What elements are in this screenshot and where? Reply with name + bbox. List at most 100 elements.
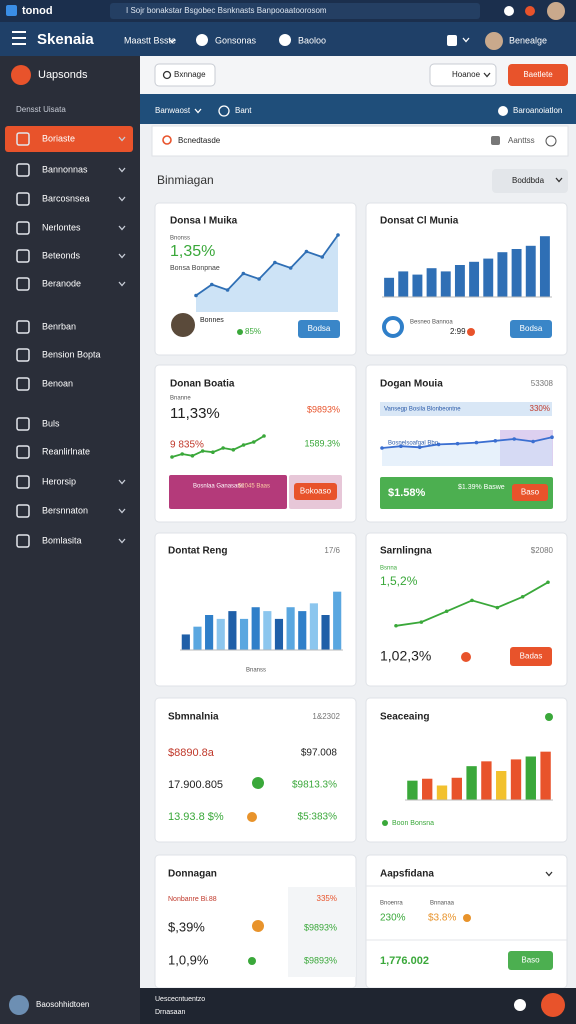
url-box — [110, 3, 480, 19]
row-value: $8890.8a — [168, 747, 215, 759]
sidebar-item[interactable]: Barcosnsea — [42, 193, 90, 203]
status-dot — [467, 328, 475, 336]
filter-button[interactable] — [429, 63, 497, 87]
panel-label: $1.39% Baswe — [458, 484, 505, 491]
strip-icon — [218, 105, 230, 117]
sidebar-item[interactable]: Herorsip — [42, 476, 76, 486]
button-label[interactable]: Badas — [520, 652, 543, 661]
card-meta: 1&2302 — [312, 712, 340, 721]
card-label: Nonbanre Bi.88 — [168, 896, 217, 903]
bar — [309, 603, 318, 650]
browser-tab: tonod — [22, 5, 53, 17]
button[interactable] — [508, 951, 553, 970]
bar — [263, 611, 272, 650]
search-button[interactable] — [154, 63, 216, 87]
menu-icon-line — [12, 31, 26, 33]
strip-icon — [498, 106, 508, 116]
sidebar-icon — [16, 320, 30, 334]
bar — [321, 615, 330, 650]
strip-item[interactable]: Bant — [235, 106, 252, 115]
sidebar-icon — [16, 348, 30, 362]
card-metric: 335% — [317, 894, 337, 903]
sidebar-item[interactable]: Benrban — [42, 321, 76, 331]
button-label[interactable]: Bodsa — [520, 324, 543, 333]
button[interactable] — [512, 484, 548, 501]
sidebar-item[interactable]: Nerlontes — [42, 222, 81, 232]
card-meta: 17/6 — [324, 546, 340, 555]
sidebar-icon — [16, 534, 30, 548]
user-name: Benealge — [509, 35, 547, 45]
nav-item[interactable]: Gonsonas — [215, 35, 257, 45]
line-point — [320, 255, 325, 259]
bar — [454, 265, 465, 297]
person-name: Bonnes — [200, 317, 224, 324]
button[interactable] — [294, 483, 337, 500]
row-icon — [248, 957, 256, 965]
chevron — [462, 37, 470, 43]
card-label: Bnonss — [170, 236, 190, 242]
search-icon — [491, 136, 500, 145]
line-point — [474, 440, 479, 445]
sidebar-item-active[interactable] — [5, 126, 133, 152]
sidebar-item[interactable]: Buls — [42, 418, 60, 428]
action-button[interactable] — [508, 64, 568, 86]
line-point — [241, 271, 246, 276]
nav-item[interactable]: Baoloo — [298, 35, 326, 45]
button[interactable] — [298, 320, 340, 338]
sidebar-item[interactable]: Reanlirlnate — [42, 446, 90, 456]
line-point — [512, 437, 517, 441]
button-label[interactable]: Baso — [521, 488, 540, 497]
line-point — [273, 260, 277, 265]
nav-icon — [447, 35, 457, 46]
button[interactable] — [510, 647, 552, 666]
sidebar-item[interactable]: Beteonds — [42, 250, 81, 260]
sidebar-item[interactable]: Boriaste — [42, 133, 75, 143]
line-point — [470, 598, 474, 603]
card-metric: $9893% — [307, 404, 340, 414]
bar — [483, 258, 494, 297]
sidebar-item[interactable]: Bersnnaton — [42, 505, 88, 515]
bar — [251, 607, 260, 650]
bar — [426, 268, 437, 297]
donut — [382, 316, 404, 338]
filter-button[interactable] — [492, 169, 568, 193]
line-point — [190, 454, 195, 458]
bar — [510, 759, 522, 800]
panel-value: $2045 Baas — [238, 484, 270, 490]
line-point — [180, 452, 185, 456]
button-label[interactable]: Baso — [521, 956, 540, 965]
sidebar-item[interactable]: Bannonnas — [42, 164, 88, 174]
app-logo — [11, 65, 31, 85]
chevron — [118, 538, 126, 544]
chevron — [555, 177, 563, 183]
bar — [205, 615, 214, 650]
line-series — [381, 436, 553, 449]
chevron — [118, 167, 126, 173]
sidebar-item[interactable]: Beranode — [42, 278, 81, 288]
sidebar-icon — [16, 504, 30, 518]
row-icon — [252, 777, 264, 789]
line-point — [304, 249, 309, 254]
bottom-icon — [514, 999, 526, 1011]
row-value: 13.93.8 $% — [168, 811, 224, 823]
brand: Skenaia — [37, 31, 94, 48]
nav-icon — [279, 34, 291, 46]
nav-item[interactable]: Maastt Bsste — [124, 35, 176, 45]
menu-icon-line — [12, 37, 26, 39]
chevron — [194, 108, 202, 114]
chevron — [118, 136, 126, 142]
button[interactable] — [510, 320, 552, 338]
bar — [497, 252, 508, 297]
sidebar-item[interactable]: Bomlasita — [42, 535, 82, 545]
button-label[interactable]: Bodsa — [308, 324, 331, 333]
strip-item[interactable]: Banwaost — [155, 106, 191, 115]
sidebar-item[interactable]: Bension Bopta — [42, 349, 101, 359]
button-label[interactable]: Bokoaso — [300, 487, 332, 496]
line-point — [399, 444, 403, 449]
row-value: $97.008 — [301, 748, 338, 759]
sidebar-item[interactable]: Benoan — [42, 378, 73, 388]
sidebar-icon — [16, 277, 30, 291]
line-point — [531, 439, 535, 444]
